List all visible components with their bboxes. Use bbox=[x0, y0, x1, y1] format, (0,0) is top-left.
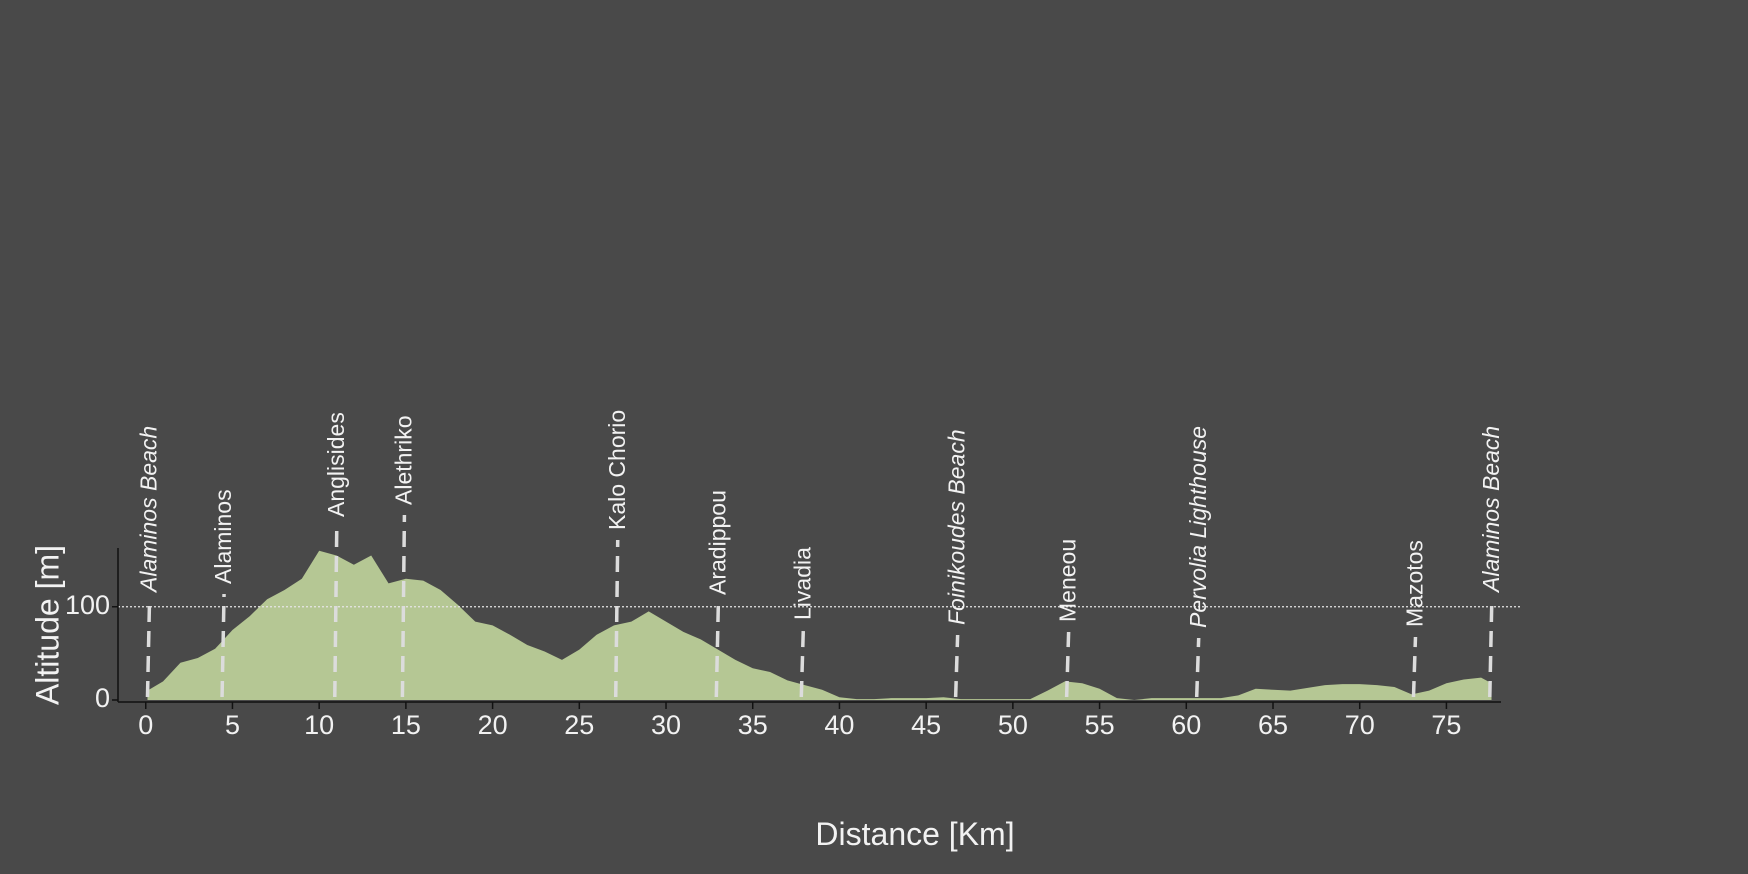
waypoint-label: Alaminos Beach bbox=[1478, 426, 1504, 594]
waypoint-line bbox=[1064, 631, 1071, 698]
x-tick-label: 70 bbox=[1345, 710, 1375, 740]
x-tick-label: 30 bbox=[651, 710, 681, 740]
elevation-area bbox=[147, 550, 1492, 700]
y-tick-label: 0 bbox=[95, 683, 110, 713]
waypoint-line bbox=[333, 526, 339, 698]
x-tick-label: 60 bbox=[1171, 710, 1201, 740]
waypoint-line bbox=[1488, 601, 1494, 698]
x-tick-label: 35 bbox=[738, 710, 768, 740]
waypoint-label: Pervolia Lighthouse bbox=[1185, 426, 1211, 628]
waypoint-label: Livadia bbox=[789, 547, 815, 620]
waypoint-line bbox=[799, 629, 806, 698]
waypoint-line bbox=[953, 634, 960, 698]
waypoint-label: Meneou bbox=[1055, 539, 1081, 622]
y-tick-label: 100 bbox=[65, 590, 110, 620]
waypoint-label: Aradippou bbox=[704, 490, 730, 595]
x-tick-label: 10 bbox=[304, 710, 334, 740]
x-tick-label: 25 bbox=[564, 710, 594, 740]
waypoint-line bbox=[145, 601, 152, 698]
x-tick-label: 0 bbox=[138, 710, 153, 740]
waypoint-line bbox=[1411, 636, 1418, 698]
waypoint-label: Alaminos Beach bbox=[136, 426, 162, 594]
waypoint-label: Alaminos bbox=[210, 489, 236, 584]
waypoint-label: Kalo Chorio bbox=[604, 410, 630, 530]
x-tick-label: 40 bbox=[824, 710, 854, 740]
x-tick-label: 65 bbox=[1258, 710, 1288, 740]
waypoint-label: Alethriko bbox=[390, 416, 416, 505]
x-axis-title: Distance [Km] bbox=[815, 816, 1014, 852]
waypoint-line bbox=[613, 539, 620, 698]
x-tick-label: 55 bbox=[1085, 710, 1115, 740]
y-axis-title: Altitude [m] bbox=[29, 545, 65, 705]
x-tick-label: 75 bbox=[1431, 710, 1461, 740]
x-tick-label: 15 bbox=[391, 710, 421, 740]
waypoint-line bbox=[714, 604, 721, 698]
waypoint-line bbox=[1194, 637, 1201, 698]
waypoint-label: Anglisides bbox=[323, 412, 349, 517]
x-tick-label: 45 bbox=[911, 710, 941, 740]
x-tick-label: 20 bbox=[478, 710, 508, 740]
waypoint-label: Foinikoudes Beach bbox=[944, 429, 970, 625]
waypoint-line bbox=[220, 593, 226, 698]
x-tick-label: 5 bbox=[225, 710, 240, 740]
x-tick-label: 50 bbox=[998, 710, 1028, 740]
waypoint-line bbox=[400, 514, 407, 698]
waypoint-label: Mazotos bbox=[1402, 540, 1428, 627]
